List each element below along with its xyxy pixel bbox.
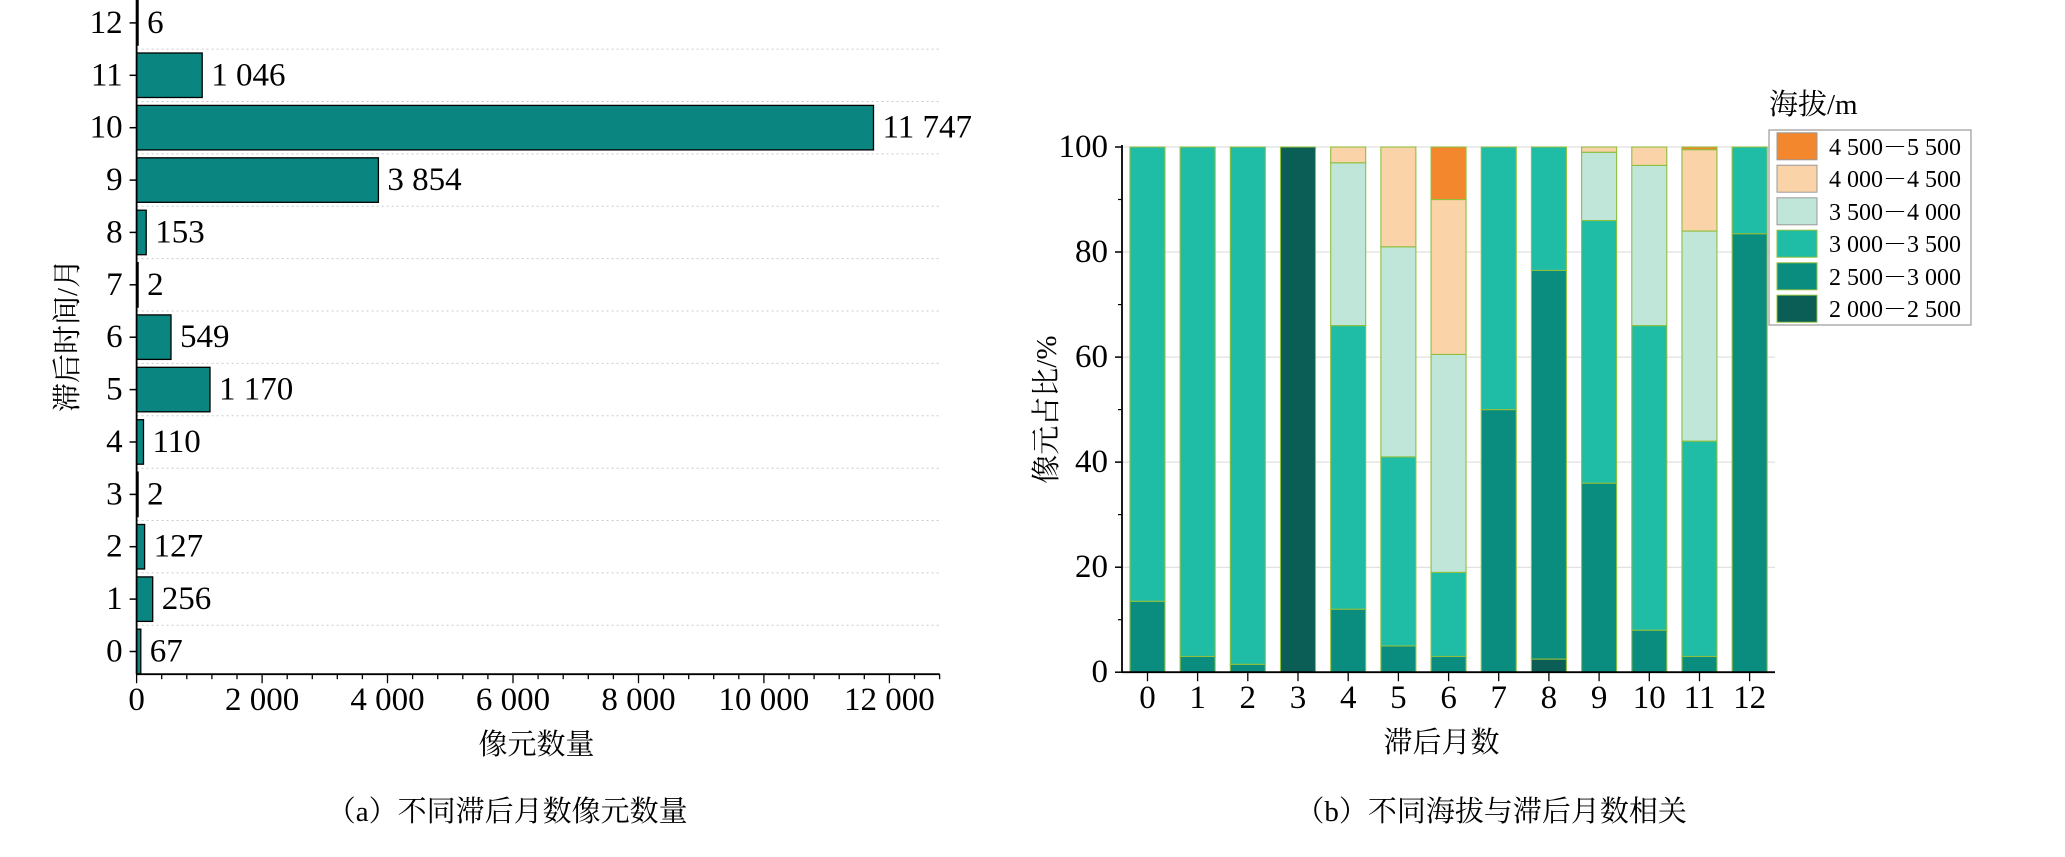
svg-text:像元数量: 像元数量 <box>478 728 594 761</box>
svg-text:（a）不同滞后月数像元数量: （a）不同滞后月数像元数量 <box>327 795 688 828</box>
svg-text:2: 2 <box>106 529 123 565</box>
svg-text:3 000－3 500: 3 000－3 500 <box>1829 232 1961 258</box>
svg-text:6 000: 6 000 <box>476 682 550 718</box>
svg-text:10: 10 <box>90 110 123 146</box>
svg-text:12: 12 <box>90 5 123 41</box>
svg-text:0: 0 <box>1139 680 1156 716</box>
svg-text:110: 110 <box>153 424 201 460</box>
svg-text:3 854: 3 854 <box>387 162 461 198</box>
svg-text:10: 10 <box>1633 680 1666 716</box>
svg-text:12 000: 12 000 <box>844 682 935 718</box>
svg-text:滞后月数: 滞后月数 <box>1383 726 1499 759</box>
svg-text:2: 2 <box>1240 680 1257 716</box>
svg-text:20: 20 <box>1075 549 1108 585</box>
svg-text:11: 11 <box>91 57 123 93</box>
svg-text:8: 8 <box>106 214 123 250</box>
svg-text:4: 4 <box>106 424 123 460</box>
svg-text:127: 127 <box>154 529 204 565</box>
svg-text:67: 67 <box>150 634 183 670</box>
svg-text:10 000: 10 000 <box>719 682 810 718</box>
svg-text:80: 80 <box>1075 234 1108 270</box>
svg-text:2: 2 <box>147 476 164 512</box>
svg-text:9: 9 <box>1591 680 1608 716</box>
svg-text:1: 1 <box>106 581 123 617</box>
svg-text:6: 6 <box>147 5 164 41</box>
svg-text:11 747: 11 747 <box>883 110 973 146</box>
svg-text:7: 7 <box>106 267 123 303</box>
svg-text:40: 40 <box>1075 444 1108 480</box>
svg-text:11: 11 <box>1684 680 1716 716</box>
svg-text:海拔/m: 海拔/m <box>1769 88 1858 121</box>
svg-text:1: 1 <box>1189 680 1206 716</box>
svg-text:2: 2 <box>147 267 164 303</box>
svg-text:9: 9 <box>106 162 123 198</box>
svg-text:6: 6 <box>106 319 123 355</box>
svg-text:549: 549 <box>180 319 230 355</box>
svg-text:4: 4 <box>1340 680 1357 716</box>
svg-text:0: 0 <box>128 682 145 718</box>
svg-text:8: 8 <box>1541 680 1558 716</box>
svg-text:8 000: 8 000 <box>601 682 675 718</box>
svg-text:1 170: 1 170 <box>219 372 293 408</box>
svg-text:2 000: 2 000 <box>225 682 299 718</box>
svg-text:3 500－4 000: 3 500－4 000 <box>1829 200 1961 226</box>
svg-text:4 500－5 500: 4 500－5 500 <box>1829 135 1961 161</box>
svg-text:5: 5 <box>106 372 123 408</box>
svg-text:2 500－3 000: 2 500－3 000 <box>1829 265 1961 291</box>
svg-text:256: 256 <box>162 581 212 617</box>
svg-text:0: 0 <box>106 634 123 670</box>
svg-text:滞后时间/月: 滞后时间/月 <box>51 259 84 412</box>
svg-text:像元占比/%: 像元占比/% <box>1030 335 1063 483</box>
svg-text:153: 153 <box>155 214 205 250</box>
svg-text:2 000－2 500: 2 000－2 500 <box>1829 297 1961 323</box>
svg-text:7: 7 <box>1490 680 1507 716</box>
svg-text:4 000－4 500: 4 000－4 500 <box>1829 167 1961 193</box>
svg-text:1 046: 1 046 <box>211 57 285 93</box>
svg-text:6: 6 <box>1440 680 1457 716</box>
svg-text:60: 60 <box>1075 339 1108 375</box>
svg-text:（b）不同海拔与滞后月数相关: （b）不同海拔与滞后月数相关 <box>1295 795 1687 828</box>
svg-text:3: 3 <box>1290 680 1307 716</box>
svg-text:3: 3 <box>106 476 123 512</box>
svg-text:100: 100 <box>1059 129 1109 165</box>
svg-text:4 000: 4 000 <box>350 682 424 718</box>
svg-text:12: 12 <box>1733 680 1766 716</box>
svg-text:0: 0 <box>1092 654 1109 690</box>
svg-text:5: 5 <box>1390 680 1407 716</box>
